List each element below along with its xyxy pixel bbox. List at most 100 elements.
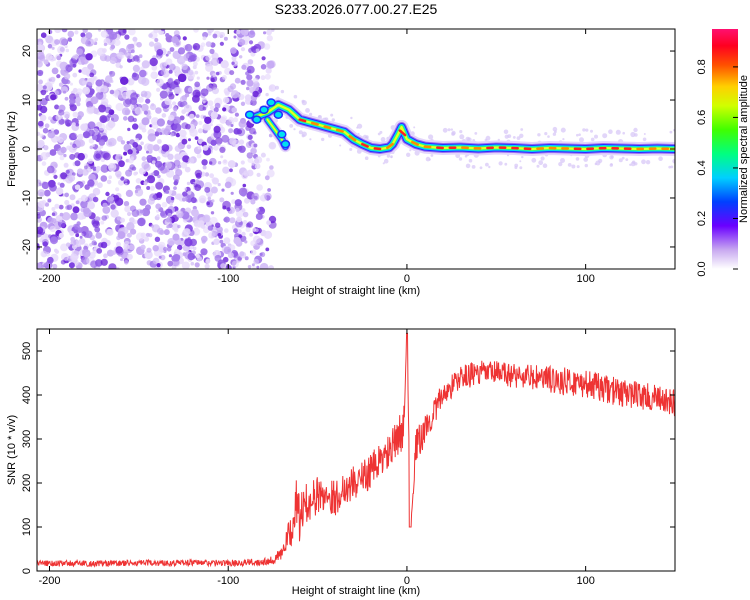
noise-dot xyxy=(171,36,179,44)
noise-dot xyxy=(58,204,64,210)
noise-dot xyxy=(119,65,123,69)
noise-dot xyxy=(158,241,166,249)
noise-dot xyxy=(235,207,240,213)
noise-dot xyxy=(259,262,269,269)
halo-dot xyxy=(672,158,675,164)
noise-dot xyxy=(40,250,48,258)
noise-dot xyxy=(136,41,142,48)
halo-dot xyxy=(579,137,584,143)
noise-dot xyxy=(260,251,266,258)
noise-dot xyxy=(109,31,118,40)
noise-dot xyxy=(175,132,181,138)
noise-dot xyxy=(108,175,112,179)
noise-dot xyxy=(86,101,94,108)
noise-dot xyxy=(223,36,228,41)
halo-dot xyxy=(642,137,647,142)
halo-dot xyxy=(516,136,521,141)
noise-dot xyxy=(105,122,114,131)
colorbar-tick-label: 0.4 xyxy=(696,160,708,175)
noise-dot xyxy=(204,116,212,125)
noise-dot xyxy=(173,116,181,125)
noise-dot xyxy=(198,120,203,126)
noise-dot xyxy=(224,228,229,233)
halo-dot xyxy=(558,162,563,167)
noise-dot xyxy=(169,47,175,52)
noise-dot xyxy=(82,249,87,254)
noise-dot xyxy=(70,236,76,242)
noise-dot xyxy=(139,198,147,206)
noise-dot xyxy=(79,183,84,187)
noise-dot xyxy=(195,91,201,98)
noise-dot xyxy=(220,60,229,69)
halo-dot xyxy=(430,154,434,157)
noise-dot xyxy=(256,207,260,212)
halo-dot xyxy=(357,123,363,129)
noise-dot xyxy=(135,178,142,184)
noise-dot xyxy=(141,127,147,133)
y-tick-label: 0 xyxy=(21,146,33,152)
noise-dot xyxy=(92,196,99,203)
halo-dot xyxy=(465,163,471,169)
noise-dot xyxy=(113,39,121,46)
noise-dot xyxy=(220,155,224,159)
halo-dot xyxy=(386,154,391,158)
noise-dot xyxy=(116,241,121,247)
x-tick-label: 0 xyxy=(404,575,410,587)
noise-dot xyxy=(164,98,172,106)
noise-dot xyxy=(185,123,191,130)
noise-dot xyxy=(54,104,60,110)
noise-dot xyxy=(146,154,154,162)
noise-dot xyxy=(37,262,42,269)
noise-dot xyxy=(165,58,173,66)
noise-dot xyxy=(101,116,107,123)
noise-dot xyxy=(266,220,271,226)
y-tick-label: 10 xyxy=(21,94,33,106)
snr-frame xyxy=(36,328,676,572)
noise-dot xyxy=(110,204,116,210)
noise-dot xyxy=(109,89,115,95)
halo-dot xyxy=(602,133,608,139)
noise-dot xyxy=(234,77,241,84)
noise-dot xyxy=(184,43,193,52)
noise-dot xyxy=(261,56,266,61)
noise-dot xyxy=(38,79,43,85)
noise-dot xyxy=(159,132,163,136)
noise-dot xyxy=(50,76,56,83)
noise-dot xyxy=(66,242,71,247)
noise-dot xyxy=(229,83,237,90)
ridge-peak xyxy=(398,129,407,137)
y-tick-label: -10 xyxy=(21,190,33,206)
noise-dot xyxy=(159,90,168,99)
noise-dot xyxy=(64,192,69,198)
noise-dot xyxy=(202,31,209,38)
noise-dot xyxy=(66,145,71,151)
ridge-peak xyxy=(361,142,369,148)
noise-dot xyxy=(226,207,231,212)
noise-dot xyxy=(208,145,212,149)
noise-dot xyxy=(153,42,162,51)
noise-dot xyxy=(173,123,182,132)
noise-dot xyxy=(97,182,103,189)
noise-dot xyxy=(184,195,192,203)
noise-dot xyxy=(256,184,263,191)
noise-dot xyxy=(264,73,271,80)
noise-dot xyxy=(176,55,186,65)
noise-dot xyxy=(75,200,80,205)
noise-dot xyxy=(187,87,193,93)
noise-dot xyxy=(265,67,272,74)
noise-dot xyxy=(255,213,263,220)
noise-dot xyxy=(241,191,246,197)
noise-dot xyxy=(245,226,251,233)
noise-dot xyxy=(194,262,200,268)
noise-dot xyxy=(237,146,243,151)
noise-dot xyxy=(72,111,79,118)
noise-dot xyxy=(266,35,273,42)
noise-dot xyxy=(41,161,47,166)
y-tick-label: 100 xyxy=(21,518,33,536)
noise-dot xyxy=(122,29,127,33)
halo-dot xyxy=(552,132,557,136)
noise-dot xyxy=(205,41,212,47)
noise-dot xyxy=(116,216,122,221)
noise-dot xyxy=(153,170,160,177)
noise-dot xyxy=(131,166,137,171)
